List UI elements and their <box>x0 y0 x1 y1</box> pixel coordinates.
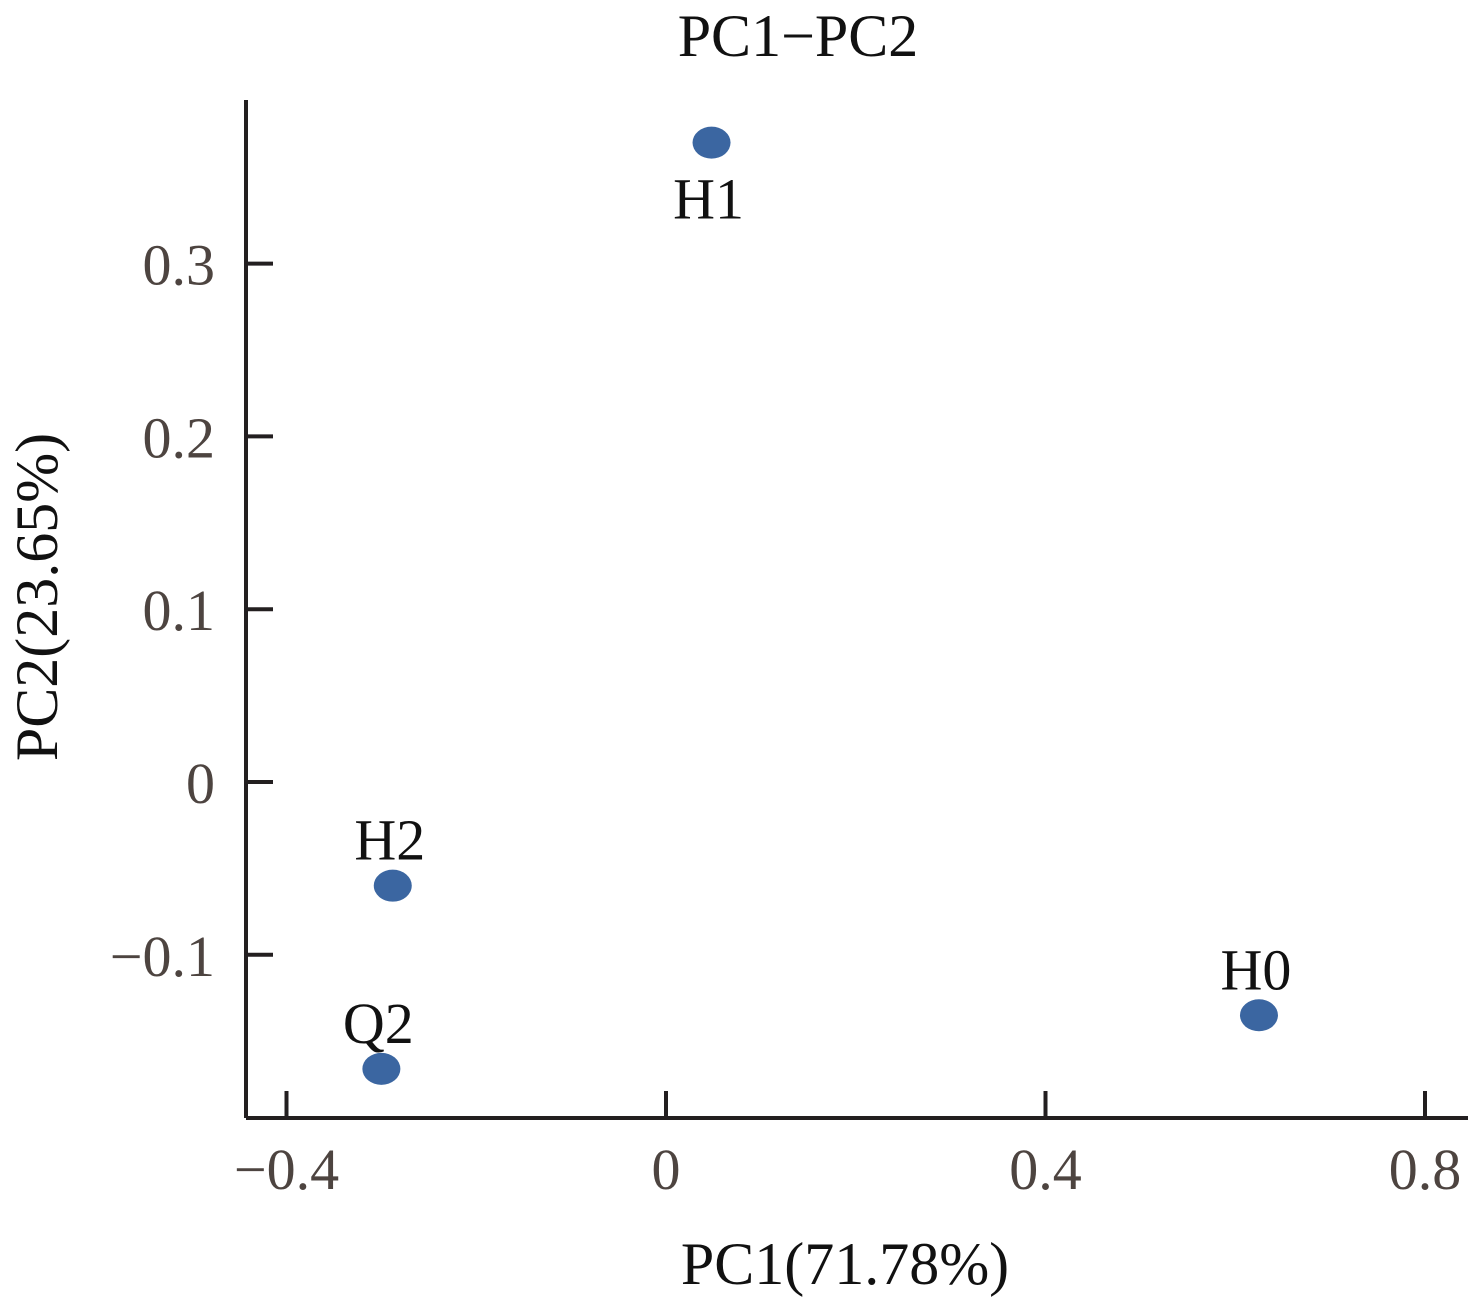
x-tick-label: 0 <box>652 1137 681 1202</box>
data-point-q2 <box>362 1052 401 1085</box>
x-tick-label: 0.8 <box>1389 1137 1462 1202</box>
y-tick-label: 0.1 <box>143 578 216 643</box>
data-point-h2 <box>373 869 412 902</box>
data-point-h1 <box>692 126 731 159</box>
x-axis-label: PC1(71.78%) <box>681 1231 1009 1297</box>
chart-title: PC1−PC2 <box>678 3 919 69</box>
y-tick-label: 0.3 <box>143 233 216 298</box>
point-label-q2: Q2 <box>343 991 414 1056</box>
y-tick-label: 0.2 <box>143 405 216 470</box>
data-points: H1 H2 Q2 H0 <box>343 126 1292 1085</box>
x-ticks: −0.4 0 0.4 0.8 <box>234 1091 1461 1202</box>
x-tick-label: 0.4 <box>1009 1137 1082 1202</box>
point-label-h0: H0 <box>1221 937 1292 1002</box>
point-label-h2: H2 <box>354 808 425 873</box>
y-axis-label: PC2(23.65%) <box>4 433 70 761</box>
point-label-h1: H1 <box>673 167 744 232</box>
x-tick-label: −0.4 <box>234 1137 339 1202</box>
y-ticks: −0.1 0 0.1 0.2 0.3 <box>110 233 273 989</box>
y-tick-label: −0.1 <box>110 924 215 989</box>
y-tick-label: 0 <box>186 751 215 816</box>
data-point-h0 <box>1239 999 1278 1032</box>
